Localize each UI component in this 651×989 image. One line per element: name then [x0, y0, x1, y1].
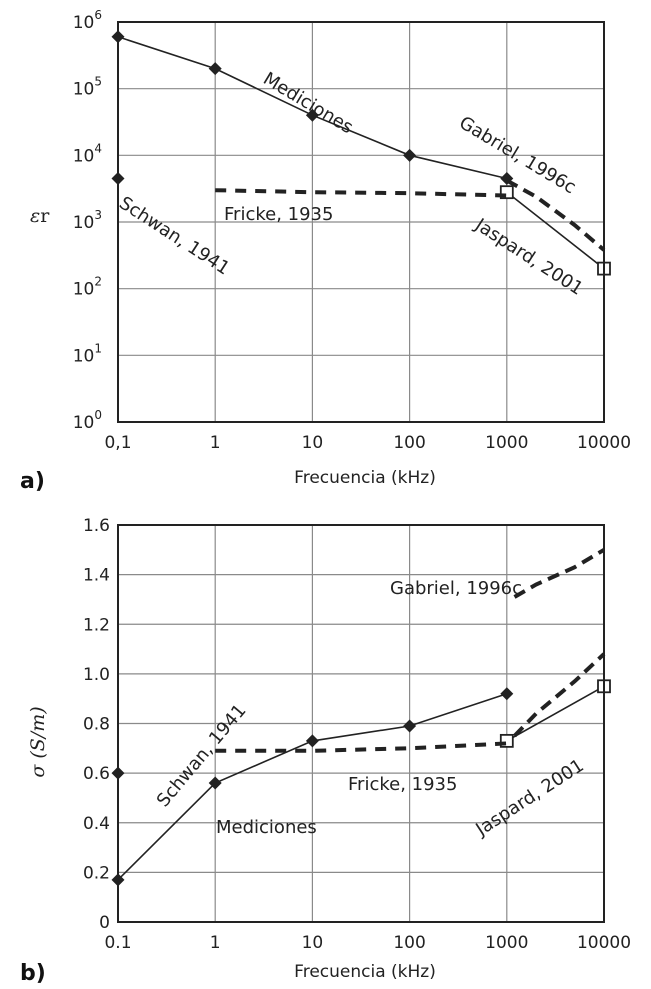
y-tick-label: 102	[73, 275, 102, 300]
data-point-mediciones	[403, 148, 417, 162]
panel-label-b: b)	[20, 961, 46, 986]
x-tick-label: 10000	[577, 933, 631, 953]
series-line-gabriel-1996c-lower	[513, 652, 606, 738]
x-tick-label: 1	[210, 933, 221, 953]
y-tick-label: 1.2	[83, 615, 110, 635]
series-line-fricke-1935	[215, 188, 507, 198]
series-line-fricke-1935	[215, 741, 507, 753]
x-tick-label: 100	[393, 433, 425, 453]
y-tick-label: 101	[73, 341, 102, 366]
chart-panel-a: 0,1 1 10 100 1000 10000100101102103104105106 …	[20, 8, 631, 494]
annotation-gabriel-b: Gabriel, 1996c	[390, 578, 522, 599]
y-tick-label: 0.8	[83, 715, 110, 735]
y-tick-label: 1.0	[83, 665, 110, 685]
x-tick-label: 10	[302, 933, 324, 953]
annotation-jaspard-b: Jaspard, 2001	[471, 755, 587, 841]
y-tick-label: 105	[73, 75, 102, 100]
x-tick-label: 0,1	[104, 433, 131, 453]
x-tick-label: 0.1	[104, 933, 131, 953]
x-tick-label: 1000	[485, 433, 528, 453]
data-point-mediciones	[403, 719, 417, 733]
y-axis-label-b: σ (S/m)	[27, 706, 49, 777]
plot-frame	[117, 524, 605, 923]
data-point-mediciones	[500, 687, 514, 701]
y-tick-label: 0.2	[83, 863, 110, 883]
annotation-fricke-b: Fricke, 1935	[348, 774, 457, 795]
y-tick-label: 100	[73, 408, 102, 433]
annotation-fricke-a: Fricke, 1935	[224, 204, 333, 225]
y-axis-label-a: εr	[30, 205, 50, 227]
x-tick-label: 10	[302, 433, 324, 453]
x-tick-label: 100	[393, 933, 425, 953]
x-axis-label-a: Frecuencia (kHz)	[294, 468, 436, 488]
chart-panel-b: 0.1 1 10 100 1000 10000 0 0.2 0.4 0.6 0.8 1.0 1.2 1.4…	[20, 516, 631, 986]
y-tick-label: 106	[73, 8, 102, 33]
y-tick-label: 0	[99, 913, 110, 933]
panel-label-a: a)	[20, 469, 45, 494]
series-line-jaspard-2001	[506, 191, 605, 270]
y-tick-label: 1.4	[83, 566, 110, 586]
data-point-mediciones	[305, 108, 319, 122]
x-tick-label: 10000	[577, 433, 631, 453]
plot-frame	[117, 21, 605, 423]
annotation-mediciones-b: Mediciones	[216, 817, 317, 838]
y-tick-label: 103	[73, 208, 102, 233]
x-tick-label: 1	[210, 433, 221, 453]
y-tick-label: 0.4	[83, 814, 110, 834]
annotation-mediciones-a: Mediciones	[259, 68, 356, 138]
x-tick-label: 1000	[485, 933, 528, 953]
data-point-mediciones	[305, 734, 319, 748]
series-line-gabriel-1996c	[513, 548, 606, 599]
data-point-mediciones	[208, 62, 222, 76]
x-axis-label-b: Frecuencia (kHz)	[294, 962, 436, 982]
data-point-mediciones	[208, 776, 222, 790]
series-line-gabriel-1996c	[505, 178, 606, 252]
y-tick-label: 1.6	[83, 516, 110, 536]
y-tick-label: 0.6	[83, 764, 110, 784]
annotation-jaspard-a: Jaspard, 2001	[470, 214, 586, 300]
series-line-jaspard-2001	[506, 685, 605, 742]
y-tick-label: 104	[73, 141, 102, 166]
annotation-schwan-b: Schwan, 1941	[153, 700, 251, 811]
